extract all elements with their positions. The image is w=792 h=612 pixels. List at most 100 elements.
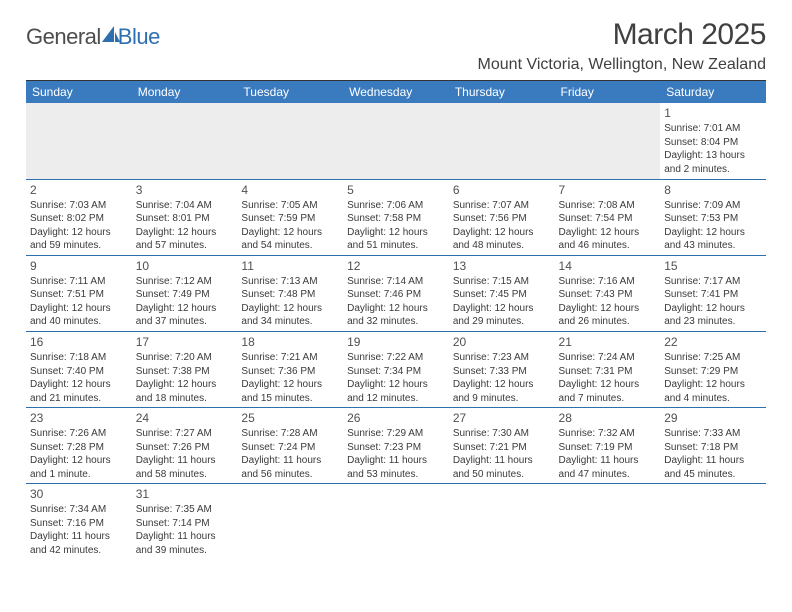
calendar-padding-cell: [237, 103, 343, 179]
daylight-line-1: Daylight: 12 hours: [30, 454, 128, 468]
daylight-line-1: Daylight: 12 hours: [453, 226, 551, 240]
sunrise-line: Sunrise: 7:29 AM: [347, 427, 445, 441]
sunset-line: Sunset: 7:56 PM: [453, 212, 551, 226]
sunrise-line: Sunrise: 7:08 AM: [559, 199, 657, 213]
calendar-day-cell: 16Sunrise: 7:18 AMSunset: 7:40 PMDayligh…: [26, 331, 132, 407]
sunrise-line: Sunrise: 7:25 AM: [664, 351, 762, 365]
calendar-empty-cell: [343, 484, 449, 560]
daylight-line-2: and 34 minutes.: [241, 315, 339, 329]
calendar-day-cell: 21Sunrise: 7:24 AMSunset: 7:31 PMDayligh…: [555, 331, 661, 407]
page-title: March 2025: [478, 18, 766, 52]
daylight-line-1: Daylight: 12 hours: [559, 378, 657, 392]
daylight-line-1: Daylight: 11 hours: [559, 454, 657, 468]
sunset-line: Sunset: 7:43 PM: [559, 288, 657, 302]
daylight-line-2: and 42 minutes.: [30, 544, 128, 558]
day-number: 31: [136, 486, 234, 502]
calendar-day-cell: 4Sunrise: 7:05 AMSunset: 7:59 PMDaylight…: [237, 179, 343, 255]
day-number: 12: [347, 258, 445, 274]
day-number: 4: [241, 182, 339, 198]
weekday-header: Tuesday: [237, 81, 343, 103]
calendar-empty-cell: [237, 484, 343, 560]
brand-text-blue: Blue: [118, 24, 160, 50]
sunset-line: Sunset: 7:23 PM: [347, 441, 445, 455]
sunset-line: Sunset: 7:48 PM: [241, 288, 339, 302]
sunrise-line: Sunrise: 7:04 AM: [136, 199, 234, 213]
sunrise-line: Sunrise: 7:23 AM: [453, 351, 551, 365]
location-subtitle: Mount Victoria, Wellington, New Zealand: [478, 56, 766, 74]
daylight-line-2: and 50 minutes.: [453, 468, 551, 482]
sunrise-line: Sunrise: 7:32 AM: [559, 427, 657, 441]
daylight-line-2: and 57 minutes.: [136, 239, 234, 253]
sunrise-line: Sunrise: 7:01 AM: [664, 122, 762, 136]
daylight-line-1: Daylight: 12 hours: [664, 226, 762, 240]
calendar-day-cell: 17Sunrise: 7:20 AMSunset: 7:38 PMDayligh…: [132, 331, 238, 407]
daylight-line-2: and 56 minutes.: [241, 468, 339, 482]
calendar-day-cell: 9Sunrise: 7:11 AMSunset: 7:51 PMDaylight…: [26, 255, 132, 331]
sunset-line: Sunset: 7:41 PM: [664, 288, 762, 302]
day-number: 11: [241, 258, 339, 274]
weekday-header: Saturday: [660, 81, 766, 103]
sunset-line: Sunset: 7:45 PM: [453, 288, 551, 302]
sunrise-line: Sunrise: 7:12 AM: [136, 275, 234, 289]
sunrise-line: Sunrise: 7:09 AM: [664, 199, 762, 213]
calendar-padding-cell: [343, 103, 449, 179]
sunrise-line: Sunrise: 7:35 AM: [136, 503, 234, 517]
calendar-day-cell: 13Sunrise: 7:15 AMSunset: 7:45 PMDayligh…: [449, 255, 555, 331]
sunrise-line: Sunrise: 7:05 AM: [241, 199, 339, 213]
sunset-line: Sunset: 7:51 PM: [30, 288, 128, 302]
day-number: 14: [559, 258, 657, 274]
sunrise-line: Sunrise: 7:24 AM: [559, 351, 657, 365]
daylight-line-1: Daylight: 11 hours: [30, 530, 128, 544]
day-number: 13: [453, 258, 551, 274]
calendar-day-cell: 28Sunrise: 7:32 AMSunset: 7:19 PMDayligh…: [555, 408, 661, 484]
sunrise-line: Sunrise: 7:34 AM: [30, 503, 128, 517]
sunrise-line: Sunrise: 7:13 AM: [241, 275, 339, 289]
weekday-header: Sunday: [26, 81, 132, 103]
calendar-day-cell: 14Sunrise: 7:16 AMSunset: 7:43 PMDayligh…: [555, 255, 661, 331]
sunset-line: Sunset: 7:54 PM: [559, 212, 657, 226]
sunset-line: Sunset: 7:19 PM: [559, 441, 657, 455]
daylight-line-1: Daylight: 12 hours: [30, 302, 128, 316]
sunset-line: Sunset: 7:24 PM: [241, 441, 339, 455]
sunset-line: Sunset: 7:26 PM: [136, 441, 234, 455]
calendar-day-cell: 30Sunrise: 7:34 AMSunset: 7:16 PMDayligh…: [26, 484, 132, 560]
daylight-line-2: and 4 minutes.: [664, 392, 762, 406]
daylight-line-2: and 40 minutes.: [30, 315, 128, 329]
calendar-day-cell: 20Sunrise: 7:23 AMSunset: 7:33 PMDayligh…: [449, 331, 555, 407]
sunset-line: Sunset: 7:38 PM: [136, 365, 234, 379]
day-number: 9: [30, 258, 128, 274]
calendar-empty-cell: [660, 484, 766, 560]
daylight-line-1: Daylight: 12 hours: [136, 378, 234, 392]
calendar-padding-cell: [26, 103, 132, 179]
calendar-padding-cell: [555, 103, 661, 179]
calendar-day-cell: 22Sunrise: 7:25 AMSunset: 7:29 PMDayligh…: [660, 331, 766, 407]
sunset-line: Sunset: 7:28 PM: [30, 441, 128, 455]
sunset-line: Sunset: 7:34 PM: [347, 365, 445, 379]
daylight-line-2: and 9 minutes.: [453, 392, 551, 406]
day-number: 24: [136, 410, 234, 426]
daylight-line-2: and 46 minutes.: [559, 239, 657, 253]
daylight-line-2: and 43 minutes.: [664, 239, 762, 253]
day-number: 19: [347, 334, 445, 350]
sunrise-line: Sunrise: 7:33 AM: [664, 427, 762, 441]
daylight-line-2: and 45 minutes.: [664, 468, 762, 482]
day-number: 16: [30, 334, 128, 350]
calendar-padding-cell: [449, 103, 555, 179]
sunset-line: Sunset: 8:01 PM: [136, 212, 234, 226]
daylight-line-1: Daylight: 12 hours: [30, 226, 128, 240]
daylight-line-1: Daylight: 12 hours: [136, 226, 234, 240]
weekday-header: Wednesday: [343, 81, 449, 103]
sunset-line: Sunset: 7:16 PM: [30, 517, 128, 531]
calendar-day-cell: 23Sunrise: 7:26 AMSunset: 7:28 PMDayligh…: [26, 408, 132, 484]
day-number: 1: [664, 105, 762, 121]
day-number: 18: [241, 334, 339, 350]
daylight-line-1: Daylight: 11 hours: [347, 454, 445, 468]
daylight-line-1: Daylight: 12 hours: [136, 302, 234, 316]
daylight-line-1: Daylight: 12 hours: [241, 302, 339, 316]
day-number: 3: [136, 182, 234, 198]
brand-text-general: General: [26, 24, 101, 50]
calendar-day-cell: 7Sunrise: 7:08 AMSunset: 7:54 PMDaylight…: [555, 179, 661, 255]
calendar-day-cell: 25Sunrise: 7:28 AMSunset: 7:24 PMDayligh…: [237, 408, 343, 484]
daylight-line-2: and 26 minutes.: [559, 315, 657, 329]
day-number: 6: [453, 182, 551, 198]
